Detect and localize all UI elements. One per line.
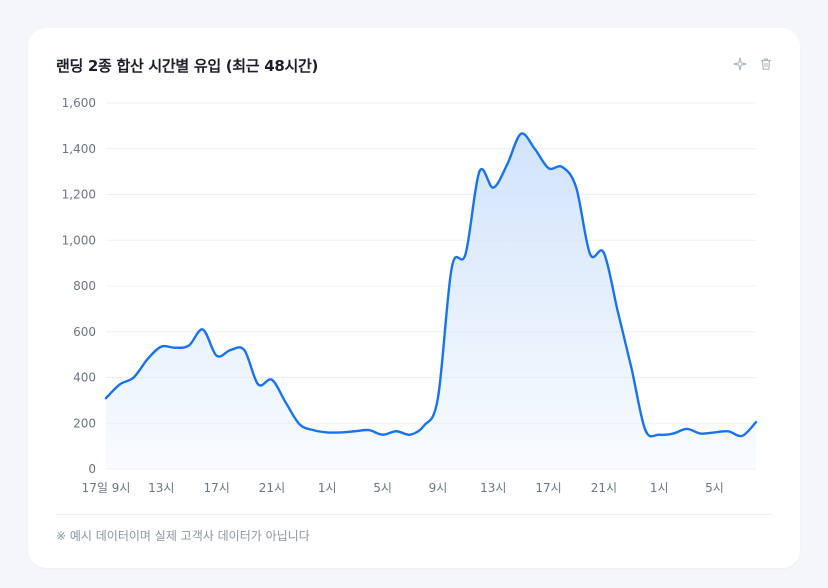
data-point — [159, 345, 163, 349]
x-tick-label: 21시 — [591, 481, 617, 495]
card-actions — [732, 56, 774, 72]
data-point — [215, 354, 219, 358]
data-point — [187, 343, 191, 347]
x-axis: 17일 9시 13시 17시 21시 1시 5시 9시 13시 17시 21시 1시 5시 — [82, 481, 724, 495]
data-point — [394, 429, 398, 433]
trash-icon[interactable] — [758, 56, 774, 72]
data-point — [464, 252, 468, 256]
data-point — [118, 382, 122, 386]
data-point — [699, 432, 703, 436]
data-point — [713, 430, 717, 434]
data-point — [533, 147, 537, 151]
data-point — [505, 163, 509, 167]
y-tick-label: 0 — [88, 462, 96, 476]
series-area — [106, 133, 756, 469]
data-point — [560, 165, 564, 169]
x-tick-label: 17시 — [203, 481, 229, 495]
data-point — [588, 252, 592, 256]
x-tick-label: 13시 — [148, 481, 174, 495]
data-point — [353, 429, 357, 433]
x-tick-label: 13시 — [480, 481, 506, 495]
data-point — [339, 430, 343, 434]
y-tick-label: 200 — [73, 416, 96, 430]
x-tick-label: 5시 — [705, 481, 724, 495]
data-point — [145, 357, 149, 361]
data-point — [616, 309, 620, 313]
y-tick-label: 1,400 — [62, 142, 96, 156]
data-point — [298, 422, 302, 426]
y-tick-label: 400 — [73, 371, 96, 385]
data-point — [132, 376, 136, 380]
series-line — [104, 132, 758, 438]
card-title: 랜딩 2종 합산 시간별 유입 (최근 48시간) — [56, 57, 319, 75]
data-point — [408, 433, 412, 437]
sparkle-icon[interactable] — [732, 56, 748, 72]
data-point — [311, 428, 315, 432]
x-tick-label: 1시 — [650, 481, 669, 495]
y-tick-label: 800 — [73, 279, 96, 293]
data-point — [436, 396, 440, 400]
data-point — [630, 366, 634, 370]
data-point — [228, 348, 232, 352]
data-point — [367, 428, 371, 432]
chart-card: 랜딩 2종 합산 시간별 유입 (최근 48시간) 0 200 400 600 800 1… — [28, 28, 800, 568]
x-tick-label: 5시 — [373, 481, 392, 495]
footnote: ※ 예시 데이터이며 실제 고객사 데이터가 아닙니다 — [56, 529, 310, 543]
data-point — [477, 170, 481, 174]
data-point — [242, 348, 246, 352]
footer-divider — [56, 514, 772, 515]
data-point — [104, 396, 108, 400]
data-point — [547, 166, 551, 170]
x-tick-label: 1시 — [318, 481, 337, 495]
traffic-area-chart: 0 200 400 600 800 1,000 1,200 1,400 1,600 17일 9시… — [62, 96, 758, 495]
data-point — [284, 401, 288, 405]
data-point — [574, 186, 578, 190]
data-point — [450, 266, 454, 270]
data-point — [740, 434, 744, 438]
data-point — [602, 251, 606, 255]
data-point — [657, 433, 661, 437]
y-tick-label: 1,600 — [62, 96, 96, 110]
data-point — [381, 433, 385, 437]
data-point — [270, 378, 274, 382]
data-point — [643, 428, 647, 432]
y-axis: 0 200 400 600 800 1,000 1,200 1,400 1,600 — [62, 96, 96, 476]
y-tick-label: 1,200 — [62, 188, 96, 202]
x-tick-label: 17시 — [535, 481, 561, 495]
data-point — [201, 327, 205, 331]
data-point — [754, 420, 758, 424]
y-tick-label: 1,000 — [62, 233, 96, 247]
data-point — [325, 430, 329, 434]
data-point — [491, 186, 495, 190]
x-tick-label: 17일 9시 — [82, 481, 131, 495]
data-point — [173, 346, 177, 350]
y-tick-label: 600 — [73, 325, 96, 339]
data-point — [519, 132, 523, 136]
data-point — [671, 432, 675, 436]
x-tick-label: 21시 — [259, 481, 285, 495]
data-point — [422, 424, 426, 428]
data-point — [256, 382, 260, 386]
x-tick-label: 9시 — [429, 481, 448, 495]
data-point — [726, 429, 730, 433]
data-point — [685, 427, 689, 431]
